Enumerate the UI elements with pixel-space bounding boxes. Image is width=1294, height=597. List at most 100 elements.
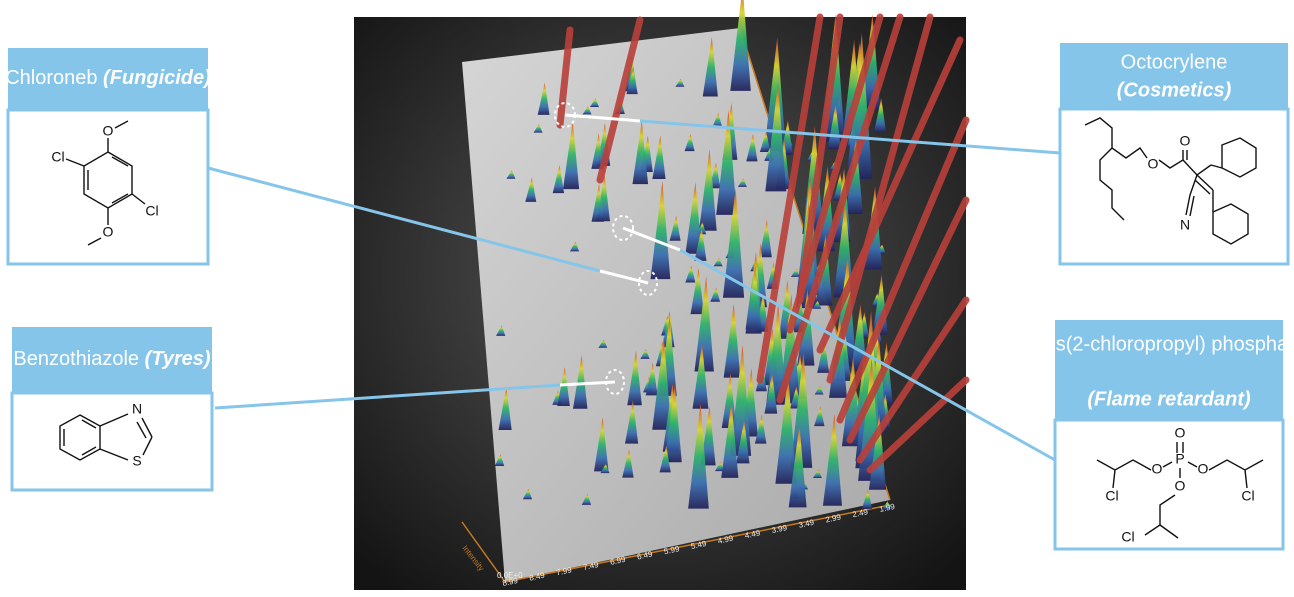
peak (569, 241, 580, 252)
atom: O (1152, 461, 1163, 477)
peak (790, 268, 800, 277)
marker (638, 270, 658, 296)
peak (788, 424, 807, 508)
peak (737, 178, 747, 187)
peak (563, 121, 580, 190)
peaks (494, 0, 970, 510)
connector (564, 113, 641, 123)
peak (589, 98, 599, 108)
peak (622, 449, 634, 478)
peak (745, 265, 762, 334)
atom: Cl (145, 203, 158, 219)
peak (669, 215, 681, 241)
peak (715, 461, 725, 472)
peak (729, 345, 752, 456)
marker (612, 215, 634, 241)
compound-name: Benzothiazole (13, 348, 139, 370)
peak (533, 124, 543, 133)
structure: O O N (1084, 117, 1257, 245)
peak (626, 67, 638, 95)
callout-body (6, 108, 210, 266)
peak (730, 0, 751, 91)
time-tick-label: 6.99 (609, 555, 627, 567)
callout-header (8, 48, 208, 110)
structure: O P O O O Cl Cl Cl (1096, 425, 1264, 545)
peak (812, 300, 822, 309)
atom: N (1180, 217, 1190, 233)
peak (593, 417, 609, 472)
peak (688, 403, 709, 509)
compound-name: Chloroneb (5, 67, 97, 89)
peak (690, 268, 705, 315)
time-tick-label: 2.49 (852, 507, 870, 519)
connector (639, 119, 1061, 155)
connector (679, 248, 1056, 462)
callout-title: Benzothiazole (Tyres) (13, 348, 211, 370)
peak (698, 149, 717, 231)
peak (716, 110, 737, 215)
intensity-axis (461, 521, 506, 583)
time-tick-label: 8.49 (528, 571, 546, 583)
peak (498, 387, 512, 431)
peak (598, 339, 608, 348)
peak (765, 83, 787, 192)
peak (684, 134, 695, 152)
peak (722, 187, 745, 298)
atom: P (1175, 451, 1184, 467)
peak (694, 276, 714, 372)
time-tick-label: 5.49 (690, 539, 708, 551)
atom: Cl (1241, 488, 1254, 504)
peak (552, 164, 565, 194)
peak (736, 420, 750, 464)
time-ticks: 8.99 8.49 7.99 7.49 6.99 6.49 5.99 5.49 4.99 4.49… (502, 502, 897, 588)
marker (605, 369, 625, 395)
tall-peak (756, 13, 824, 384)
peak (581, 493, 592, 505)
peak (573, 355, 588, 409)
peak (814, 386, 824, 395)
peak (640, 349, 650, 359)
marker (554, 102, 576, 128)
peak (759, 131, 771, 153)
intensity-tick: 0.0E+0 (497, 571, 523, 580)
peak (652, 135, 666, 179)
peak (591, 133, 604, 169)
peak (845, 137, 863, 215)
peak (790, 352, 813, 468)
peak (624, 400, 639, 444)
time-tick-label: 4.99 (717, 534, 735, 546)
peak (712, 112, 723, 127)
atom: O (103, 224, 114, 240)
tall-peak (556, 26, 574, 129)
peak (814, 406, 825, 427)
atom: O (1180, 133, 1191, 149)
tall-peak (796, 13, 844, 304)
peak (723, 303, 741, 378)
connector (622, 226, 681, 252)
time-tick-label: 8.99 (502, 576, 520, 588)
peak (650, 181, 671, 280)
peak (685, 182, 703, 254)
peak (812, 469, 822, 478)
tall-peak (596, 16, 644, 184)
tall-peak (866, 376, 970, 474)
time-tick-label: 2.99 (825, 512, 843, 524)
peak (861, 489, 873, 509)
callout-title: Chloroneb (Fungicide) (5, 67, 211, 89)
peak (754, 414, 767, 444)
callout-header (12, 327, 212, 393)
peak (627, 350, 642, 406)
peak (721, 401, 739, 478)
time-tick-label: 7.99 (555, 565, 573, 577)
compound-category: (Tyres) (145, 348, 211, 370)
atom: Cl (51, 149, 64, 165)
peak (685, 265, 696, 283)
callout-header (1060, 43, 1288, 109)
peak (710, 287, 721, 302)
time-tick-label: 5.99 (663, 544, 681, 556)
time-tick-label: 4.49 (744, 528, 762, 540)
peak (537, 82, 550, 115)
callout-body (1058, 107, 1290, 266)
atom: S (132, 453, 141, 469)
connector (599, 269, 649, 285)
